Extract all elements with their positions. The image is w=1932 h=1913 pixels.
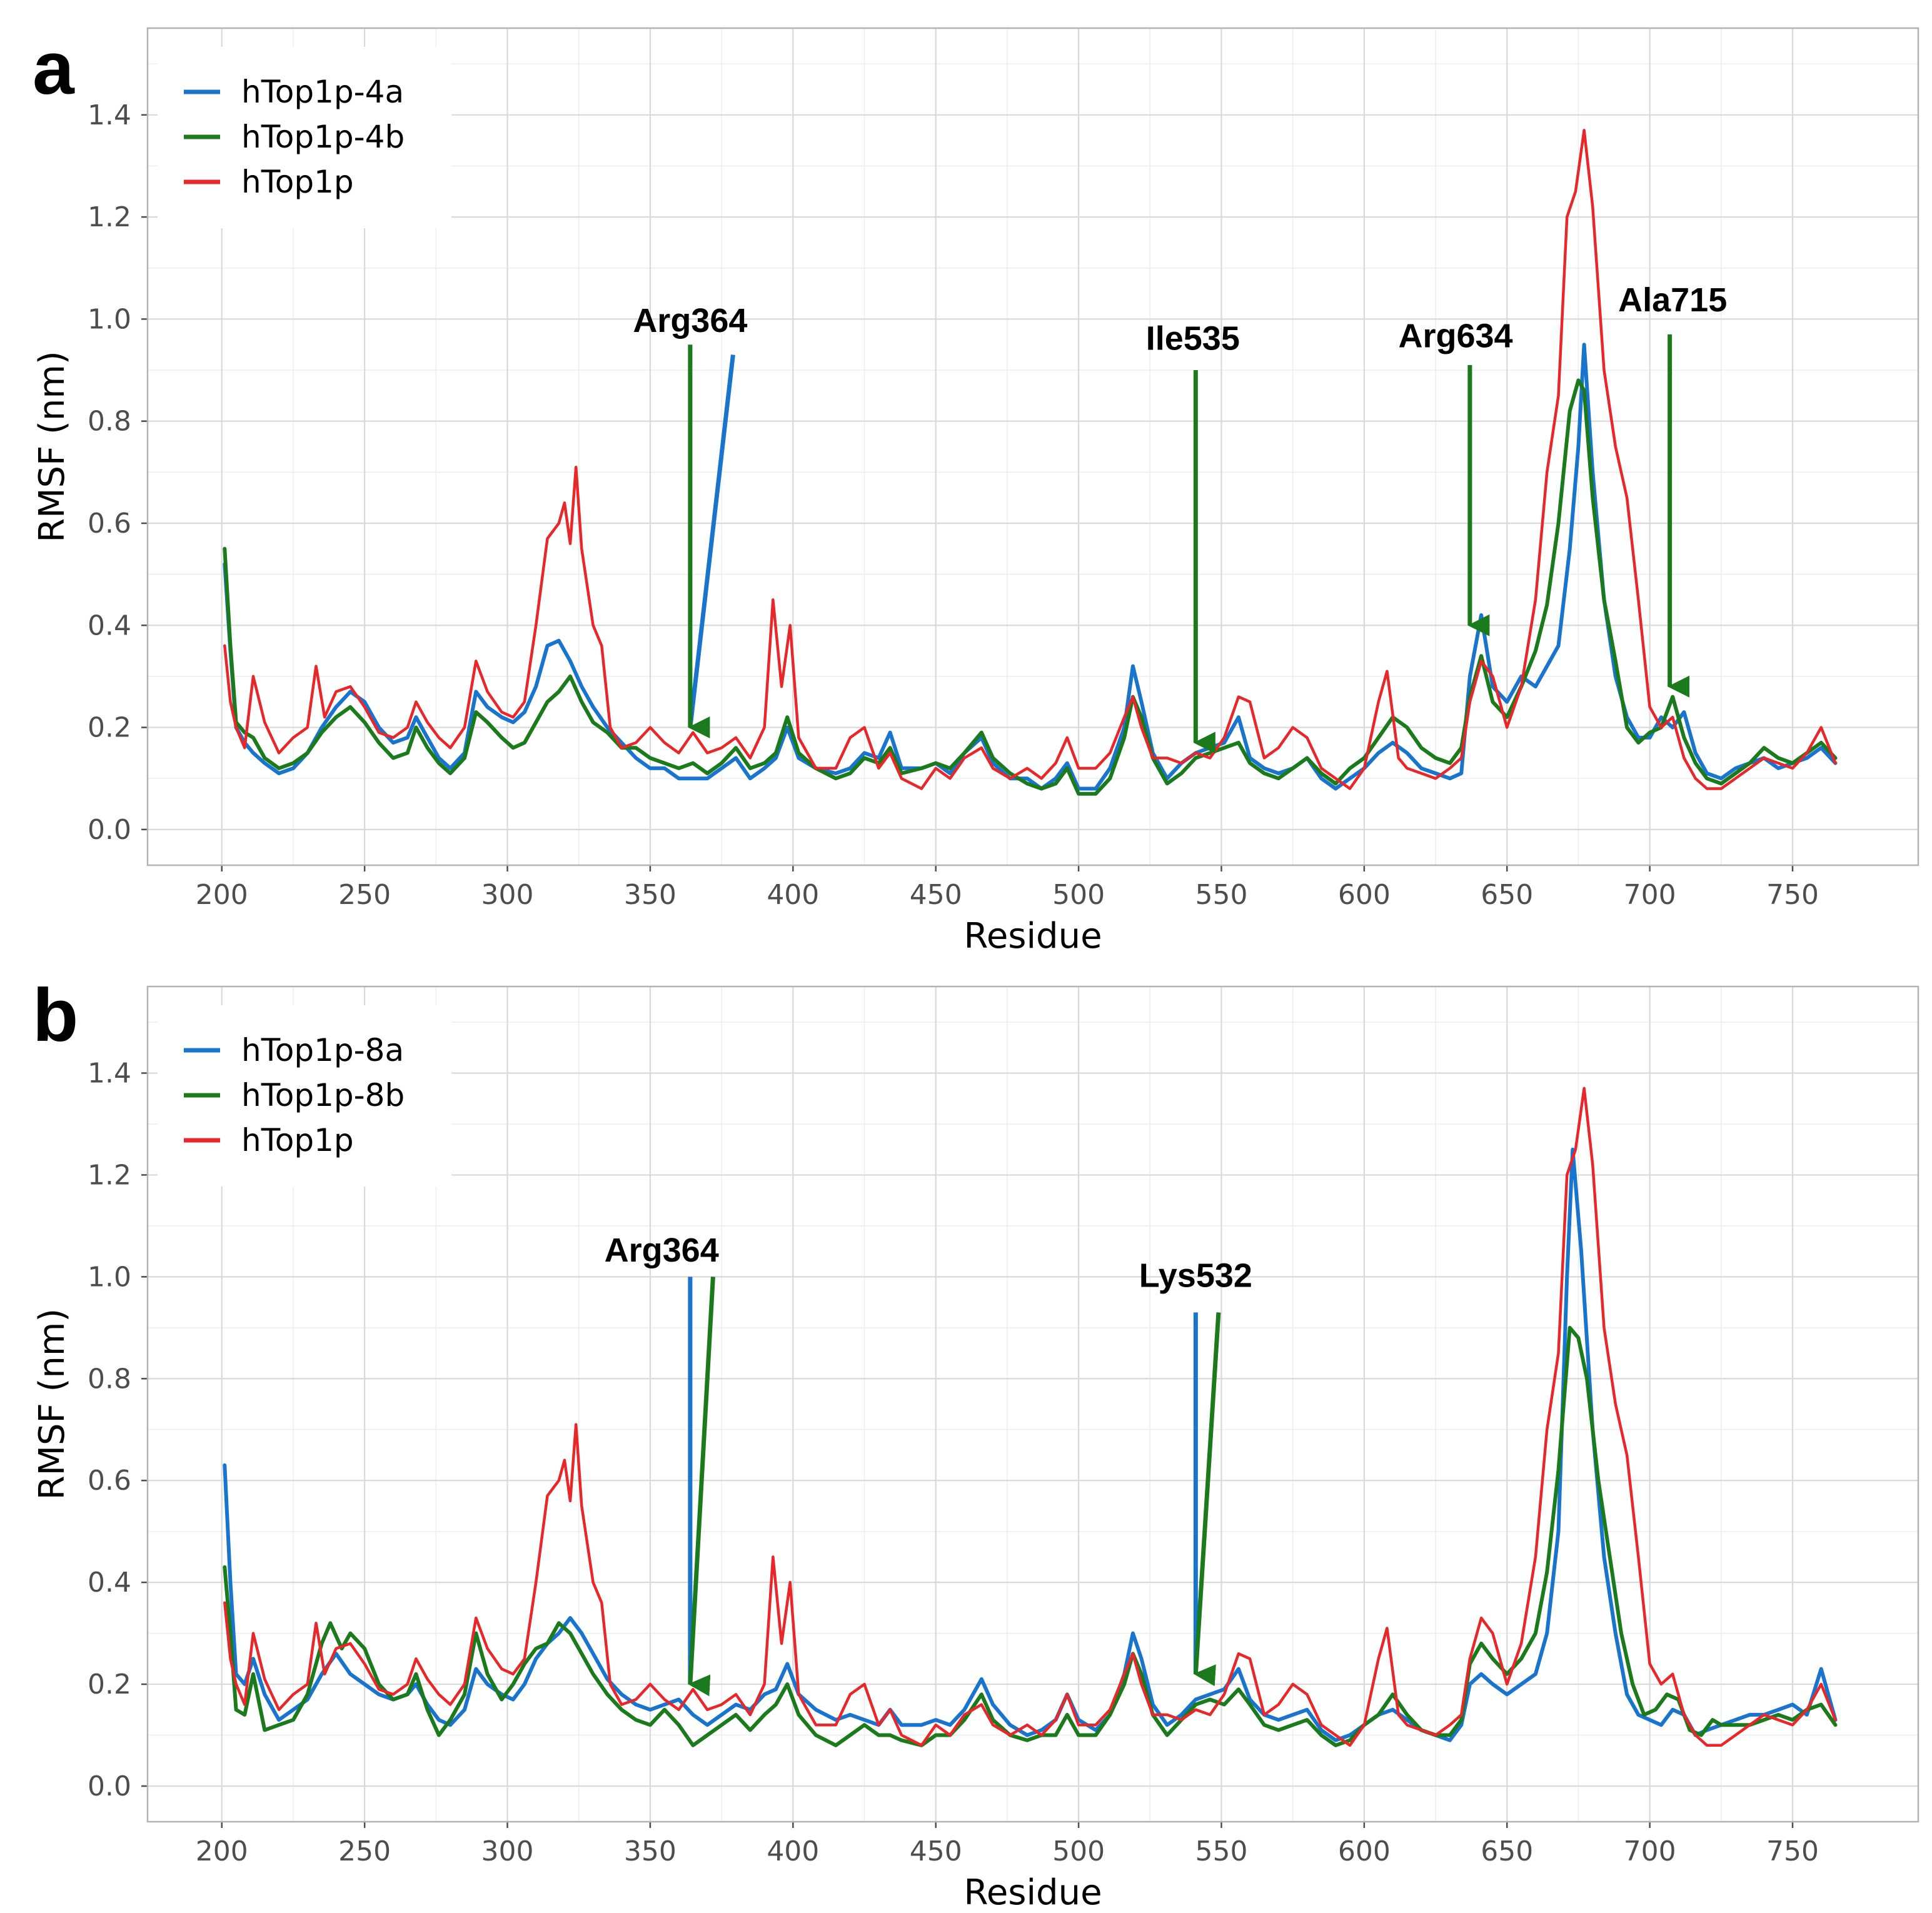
panel-a-y-tick-label: 1.0 — [88, 303, 131, 335]
panel-a-chart: 200 250 300 350 400 450 500 550 600 650 700 750 0.0 0… — [32, 27, 1919, 956]
panel-a-series-line-hTop1p-4b — [223, 378, 1838, 796]
panel-a-x-tick-label: 450 — [910, 879, 962, 911]
panel-b-x-tick-label: 750 — [1766, 1835, 1819, 1867]
panel-a-x-tick-label: 300 — [481, 879, 534, 911]
panel-b-x-tick-label: 700 — [1624, 1835, 1676, 1867]
panel-b-x-tick-label: 350 — [624, 1835, 677, 1867]
panel-a-y-tick-label: 1.4 — [88, 99, 131, 131]
panel-a-y-tick-label: 0.8 — [88, 406, 131, 438]
panel-b-series-line-hTop1p-8b — [223, 1325, 1838, 1747]
panel-a-legend-label: hTop1p — [241, 164, 354, 200]
panel-a-y-tick-label: 0.2 — [88, 712, 131, 744]
panel-b-legend-label: hTop1p-8b — [241, 1077, 405, 1113]
panel-label-b: b — [33, 973, 78, 1057]
panel-b-x-tick-label: 450 — [910, 1835, 962, 1867]
panel-a-legend-label: hTop1p-4b — [241, 119, 405, 155]
panel-b-y-axis-title: RMSF (nm) — [32, 1308, 73, 1500]
panel-a-x-tick-label: 700 — [1624, 879, 1676, 911]
panel-b-annotation-arrow-Arg364 — [688, 1277, 715, 1697]
panel-a-x-tick-label: 500 — [1052, 879, 1105, 911]
panel-b-y-tick-label: 0.4 — [88, 1567, 131, 1599]
panel-a-plot-border — [146, 27, 1919, 866]
panel-b-x-tick-label: 550 — [1195, 1835, 1247, 1867]
panel-b-y-tick-label: 0.0 — [88, 1770, 131, 1802]
panel-a-y-tick-label: 0.0 — [88, 814, 131, 846]
panel-a-legend-label: hTop1p-4a — [241, 74, 404, 110]
panel-b-x-tick-label: 650 — [1481, 1835, 1533, 1867]
panel-a-x-tick-label: 650 — [1481, 879, 1533, 911]
panel-b-y-tick-label: 1.0 — [88, 1261, 131, 1293]
panel-b-x-tick-label: 600 — [1338, 1835, 1391, 1867]
panel-b-annotation-arrow-Lys532 — [1193, 1312, 1221, 1687]
panel-b-x-axis-title: Residue — [963, 1872, 1102, 1913]
panel-a-y-tick-label: 0.6 — [88, 508, 131, 540]
panel-a-y-axis-title: RMSF (nm) — [32, 351, 73, 543]
panel-a-legend: hTop1p-4a hTop1p-4b hTop1p — [158, 47, 451, 228]
panel-b-chart: 200 250 300 350 400 450 500 550 600 650 700 750 0.0 0… — [32, 985, 1919, 1913]
panel-a-annotation-label-Arg634: Arg634 — [1398, 317, 1512, 354]
panel-b-y-tick-label: 0.6 — [88, 1465, 131, 1497]
panel-a-x-tick-label: 750 — [1766, 879, 1819, 911]
panel-b-annotation-label-Arg364: Arg364 — [605, 1232, 719, 1269]
panel-label-a: a — [33, 26, 75, 110]
panel-a-series-line-hTop1p — [223, 129, 1837, 790]
panel-a-x-tick-label: 350 — [624, 879, 677, 911]
panel-a-annotation-label-Ala715: Ala715 — [1618, 281, 1727, 319]
panel-a-x-tick-label: 200 — [196, 879, 248, 911]
panel-b-series-line-hTop1p — [223, 1087, 1837, 1747]
panel-a-y-tick-label: 1.2 — [88, 201, 131, 233]
panel-b-x-tick-label: 200 — [196, 1835, 248, 1867]
panel-b-y-tick-label: 0.2 — [88, 1669, 131, 1700]
panel-a-x-tick-label: 400 — [767, 879, 819, 911]
panel-b-y-tick-label: 1.2 — [88, 1159, 131, 1191]
panel-b-legend-label: hTop1p-8a — [241, 1032, 404, 1068]
panel-a-annotation-arrow-Arg364 — [688, 354, 735, 728]
panel-b-y-tick-label: 0.8 — [88, 1363, 131, 1395]
panel-b-series-line-hTop1p-8a — [223, 1147, 1838, 1742]
panel-b-plot-border — [146, 985, 1919, 1823]
panel-b-x-tick-label: 500 — [1052, 1835, 1105, 1867]
panel-a-y-tick-label: 0.4 — [88, 610, 131, 641]
panel-a-x-tick-label: 600 — [1338, 879, 1391, 911]
panel-b-y-tick-label: 1.4 — [88, 1057, 131, 1089]
panel-a-x-tick-label: 250 — [338, 879, 391, 911]
panel-b-annotation-label-Lys532: Lys532 — [1139, 1257, 1252, 1295]
panel-b-legend: hTop1p-8a hTop1p-8b hTop1p — [158, 1005, 451, 1187]
panel-b-legend-label: hTop1p — [241, 1122, 354, 1158]
panel-b-x-tick-label: 400 — [767, 1835, 819, 1867]
panel-a-x-axis-title: Residue — [963, 916, 1102, 956]
panel-a-annotation-label-Ile535: Ile535 — [1146, 319, 1240, 357]
panel-b-x-tick-label: 300 — [481, 1835, 534, 1867]
panel-b-x-tick-label: 250 — [338, 1835, 391, 1867]
panel-a-annotation-label-Arg364: Arg364 — [633, 302, 747, 339]
panel-a-x-tick-label: 550 — [1195, 879, 1247, 911]
